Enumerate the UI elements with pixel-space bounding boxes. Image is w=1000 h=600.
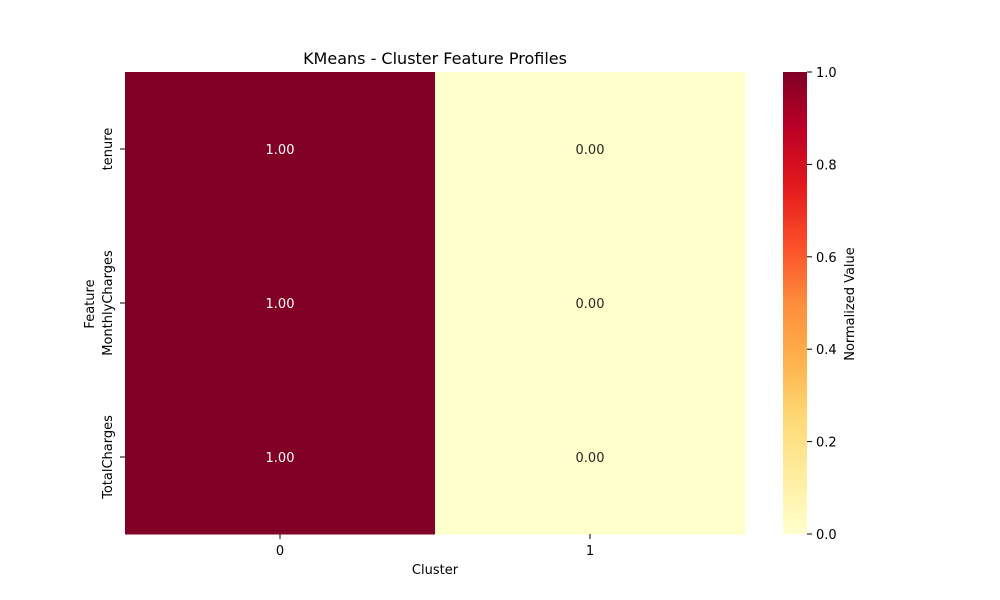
colorbar-tick-label: 0.0 [816, 528, 837, 543]
x-tick-label: 1 [586, 544, 594, 559]
heatmap-cell [125, 72, 436, 227]
y-tick-label: TotalCharges [101, 415, 116, 500]
y-tick-label: MonthlyCharges [101, 250, 116, 356]
y-axis-label: Feature [83, 279, 98, 328]
heatmap-cells: 1.00 0.00 1.00 0.00 1.00 0.00 [125, 72, 746, 535]
cell-value-label: 0.00 [576, 143, 605, 158]
heatmap-cell [435, 226, 746, 381]
y-axis-ticks: tenure MonthlyCharges TotalCharges [101, 128, 125, 500]
cell-value-label: 0.00 [576, 297, 605, 312]
cell-value-label: 1.00 [266, 297, 295, 312]
colorbar-tick-label: 0.2 [816, 436, 837, 451]
colorbar-label: Normalized Value [843, 247, 858, 361]
cell-value-label: 1.00 [266, 451, 295, 466]
cell-value-label: 1.00 [266, 143, 295, 158]
colorbar-tick-label: 1.0 [816, 66, 837, 81]
heatmap-cell [435, 380, 746, 535]
x-axis-label: Cluster [412, 563, 459, 578]
heatmap-cell [125, 380, 436, 535]
colorbar [783, 72, 807, 534]
heatmap-cell [435, 72, 746, 227]
y-tick-label: tenure [101, 128, 116, 171]
chart-title: KMeans - Cluster Feature Profiles [303, 49, 567, 68]
colorbar-ticks: 0.0 0.2 0.4 0.6 0.8 1.0 [807, 66, 837, 543]
cell-value-label: 0.00 [576, 451, 605, 466]
x-tick-label: 0 [276, 544, 284, 559]
colorbar-tick-label: 0.6 [816, 251, 837, 266]
colorbar-tick-label: 0.4 [816, 343, 837, 358]
heatmap-cell [125, 226, 436, 381]
colorbar-tick-label: 0.8 [816, 158, 837, 173]
